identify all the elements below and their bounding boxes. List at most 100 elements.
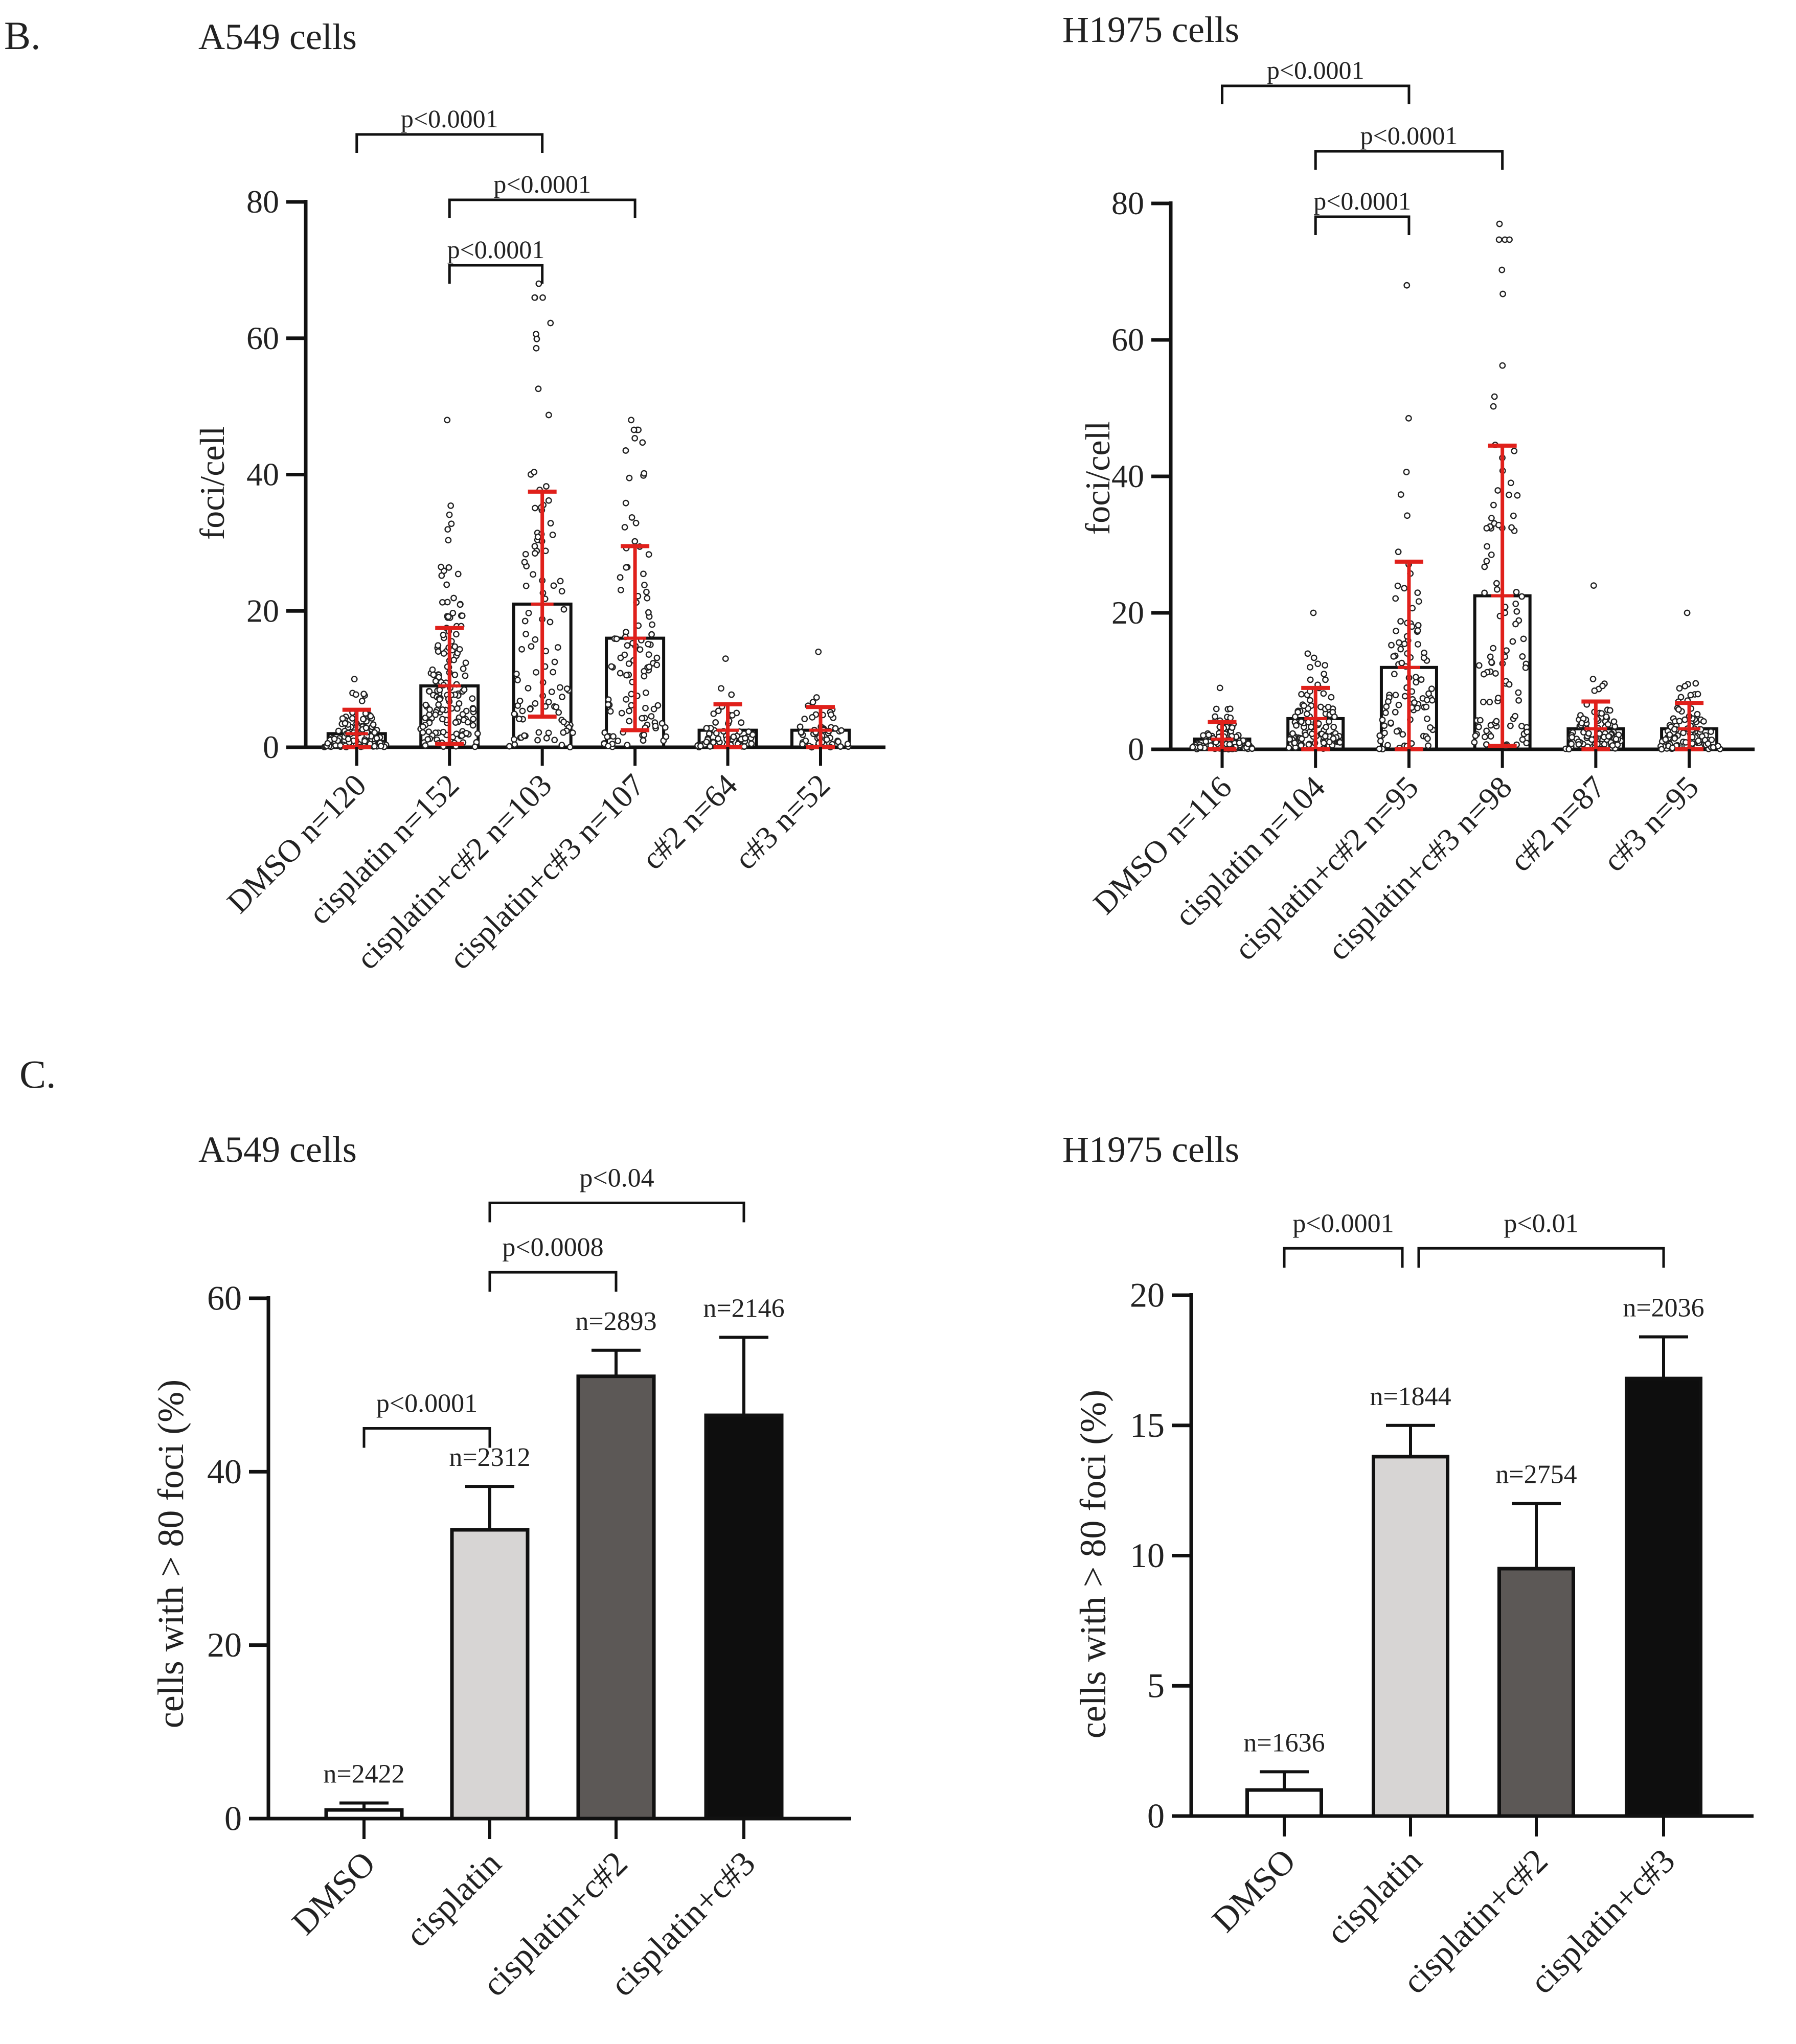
- data-point: [438, 572, 445, 579]
- data-point: [809, 699, 816, 706]
- significance-label: p<0.01: [1504, 1209, 1578, 1238]
- data-point: [1424, 715, 1430, 722]
- data-point: [506, 743, 513, 750]
- data-point: [335, 727, 342, 734]
- data-point: [628, 691, 635, 698]
- n-count-label: n=1636: [1243, 1728, 1325, 1757]
- data-point: [1399, 731, 1406, 738]
- data-point: [741, 743, 748, 750]
- data-point: [1492, 670, 1499, 677]
- h1975-percent-chart: H1975 cells cells with > 80 foci (%) 0 5 1…: [1062, 1129, 1754, 2001]
- data-point: [641, 731, 648, 739]
- data-point: [1289, 730, 1296, 737]
- data-point: [1514, 492, 1521, 499]
- data-point: [626, 474, 633, 481]
- data-point: [432, 711, 439, 718]
- bar: [324, 1808, 404, 1821]
- data-point: [1420, 654, 1427, 661]
- data-point: [1227, 715, 1234, 721]
- data-point: [648, 713, 655, 720]
- data-point: [1681, 682, 1689, 690]
- data-point: [451, 643, 459, 650]
- x-tick-label: DMSO: [1204, 1841, 1303, 1940]
- data-point: [628, 417, 634, 424]
- data-point: [1662, 736, 1669, 743]
- data-point: [628, 702, 635, 709]
- y-tick-label: 60: [1111, 321, 1144, 358]
- data-point: [432, 678, 439, 684]
- data-point: [1507, 722, 1514, 729]
- data-point: [648, 631, 655, 638]
- data-point: [558, 742, 565, 749]
- data-point: [815, 648, 822, 655]
- significance-bracket: [488, 1271, 618, 1292]
- data-point: [360, 691, 367, 698]
- data-point: [1480, 698, 1487, 705]
- data-point: [1519, 653, 1526, 660]
- x-tick-label: c#3 n=52: [728, 768, 837, 877]
- data-point: [1414, 704, 1421, 711]
- chart-title: H1975 cells: [1062, 9, 1239, 50]
- data-point: [1377, 738, 1384, 745]
- data-point: [1330, 724, 1337, 730]
- data-point: [1503, 647, 1510, 654]
- data-point: [1428, 697, 1436, 704]
- data-point: [625, 660, 632, 667]
- data-point: [445, 537, 452, 544]
- data-point: [1565, 746, 1573, 753]
- y-tick-label: 20: [207, 1625, 242, 1664]
- data-point: [459, 711, 466, 718]
- data-point: [1325, 703, 1332, 710]
- y-tick-label: 40: [246, 456, 279, 493]
- data-point: [1336, 739, 1344, 746]
- data-point: [605, 701, 611, 708]
- data-point: [1248, 745, 1256, 752]
- data-points: [797, 648, 852, 751]
- data-point: [371, 743, 378, 750]
- y-axis-label: cells with > 80 foci (%): [150, 1380, 191, 1728]
- y-tick-label: 0: [263, 729, 279, 765]
- significance-label: p<0.04: [579, 1163, 654, 1192]
- data-point: [513, 671, 520, 677]
- data-point: [532, 636, 539, 643]
- data-point: [447, 502, 454, 509]
- data-point: [535, 280, 542, 287]
- data-points: [506, 280, 576, 751]
- data-point: [426, 688, 433, 695]
- bar: [704, 1413, 784, 1821]
- data-point: [1321, 671, 1328, 677]
- y-tick-label: 0: [1147, 1796, 1165, 1835]
- data-point: [1395, 548, 1402, 556]
- data-point: [1605, 733, 1612, 740]
- data-point: [1415, 622, 1422, 629]
- data-point: [604, 733, 611, 740]
- data-point: [528, 643, 535, 650]
- data-point: [1387, 719, 1394, 726]
- significance-bracket: [1314, 215, 1411, 235]
- y-tick-label: 20: [246, 592, 279, 629]
- data-point: [1396, 639, 1402, 646]
- data-point: [1423, 703, 1430, 710]
- data-point: [1401, 693, 1408, 700]
- data-point: [532, 700, 539, 707]
- data-point: [436, 696, 443, 703]
- data-point: [451, 671, 459, 678]
- data-point: [371, 729, 378, 736]
- data-point: [1285, 744, 1292, 751]
- data-point: [514, 677, 521, 683]
- data-point: [456, 646, 463, 653]
- data-point: [342, 720, 349, 727]
- data-point: [697, 743, 704, 750]
- data-point: [1490, 645, 1497, 652]
- data-point: [545, 729, 552, 737]
- data-point: [534, 534, 541, 540]
- data-point: [1676, 718, 1683, 725]
- data-point: [1695, 737, 1702, 744]
- data-point: [1506, 236, 1513, 243]
- data-point: [425, 728, 433, 736]
- data-point: [622, 447, 629, 454]
- data-point: [1415, 641, 1421, 648]
- data-point: [531, 543, 538, 550]
- n-count-label: n=2146: [703, 1294, 784, 1323]
- data-point: [422, 742, 429, 749]
